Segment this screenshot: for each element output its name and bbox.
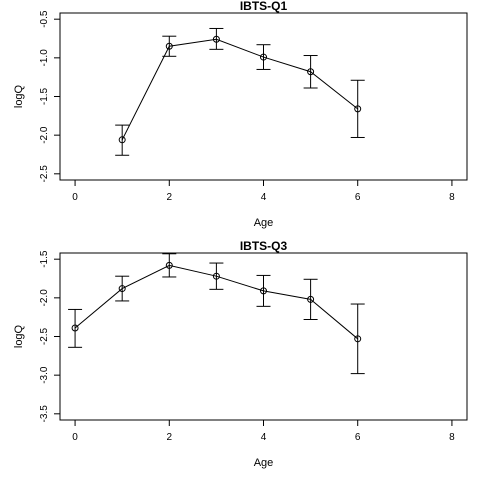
error-bar <box>256 274 271 307</box>
y-tick-label: -3.5 <box>39 405 50 423</box>
x-tick-label: 4 <box>261 432 267 443</box>
x-axis-title: Age <box>254 457 274 469</box>
chart-title: IBTS-Q3 <box>240 239 288 253</box>
error-bar <box>350 79 365 138</box>
data-point <box>165 42 173 50</box>
data-point <box>354 105 362 113</box>
y-tick-label: -2.0 <box>39 126 50 144</box>
x-tick-label: 2 <box>167 192 173 203</box>
x-tick-label: 6 <box>355 432 361 443</box>
data-point <box>260 287 267 295</box>
chart-title: IBTS-Q1 <box>240 0 288 13</box>
y-axis-title: logQ <box>13 84 25 108</box>
data-point <box>71 324 79 332</box>
x-tick-label: 8 <box>449 432 455 443</box>
data-point <box>212 35 220 43</box>
data-point <box>307 68 315 76</box>
y-tick-label: -1.5 <box>39 87 50 105</box>
error-bar <box>115 275 130 302</box>
x-tick-label: 2 <box>167 432 173 443</box>
error-bar <box>209 27 224 50</box>
error-bar <box>350 303 365 375</box>
x-tick-label: 4 <box>261 192 267 203</box>
data-point <box>260 53 267 61</box>
chart-panel-q3: IBTS-Q3 0 2 4 6 8 -3.5 -3.0 -2.5 -2.0 -1.5 Age logQ <box>13 239 468 469</box>
x-axis-title: Age <box>254 217 274 229</box>
error-bar <box>256 44 271 70</box>
error-bar <box>303 278 318 320</box>
x-tick-label: 0 <box>72 192 78 203</box>
data-point <box>212 272 220 280</box>
y-tick-label: -3.0 <box>39 366 50 384</box>
y-tick-label: -0.5 <box>39 10 50 28</box>
error-bar <box>162 253 177 278</box>
y-tick-label: -2.0 <box>39 289 50 307</box>
data-point <box>118 285 126 293</box>
error-bar <box>68 308 83 348</box>
error-bar <box>162 35 177 57</box>
error-bar <box>303 55 318 89</box>
y-tick-label: -2.5 <box>39 327 50 345</box>
y-tick-label: -1.5 <box>39 250 50 268</box>
chart-panel-q1: IBTS-Q1 0 2 4 6 8 -2.5 -2.0 -1.5 -1.0 -0.5 Age logQ <box>13 0 468 229</box>
data-point <box>165 261 173 269</box>
y-axis-title: logQ <box>13 324 25 348</box>
series-line <box>121 38 359 141</box>
data-point <box>307 295 315 303</box>
error-bar <box>115 124 130 156</box>
y-tick-label: -2.5 <box>39 165 50 183</box>
x-tick-label: 6 <box>355 192 361 203</box>
data-point <box>354 335 362 343</box>
y-tick-label: -1.0 <box>39 49 50 67</box>
x-tick-label: 8 <box>449 192 455 203</box>
error-bar <box>209 262 224 290</box>
x-tick-label: 0 <box>72 432 78 443</box>
data-point <box>118 136 126 144</box>
